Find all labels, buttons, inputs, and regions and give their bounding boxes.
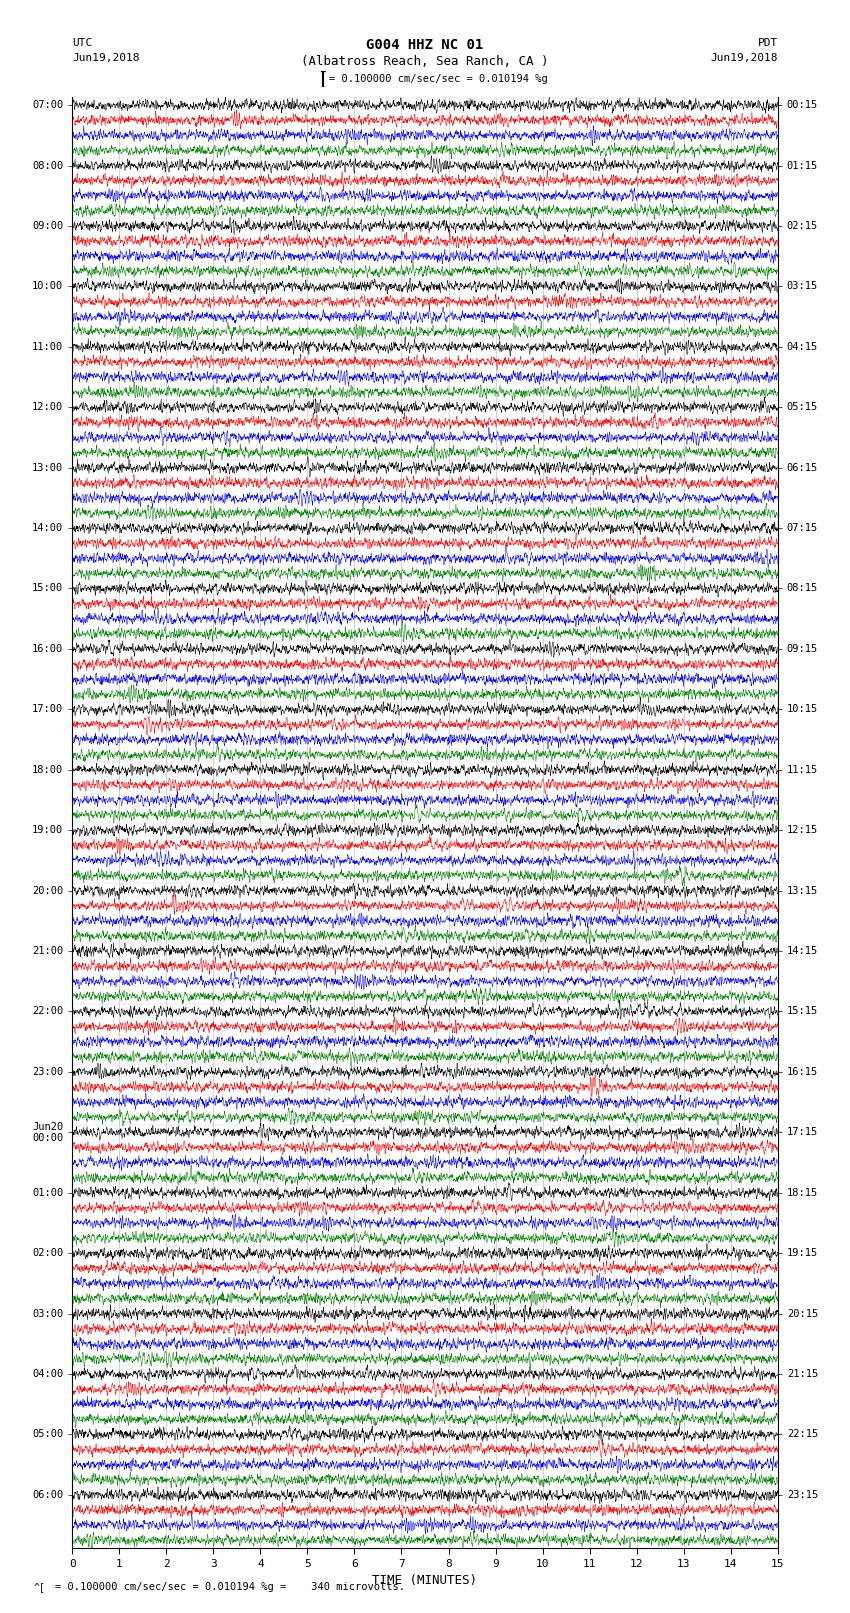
Text: = 0.100000 cm/sec/sec = 0.010194 %g =    340 microvolts.: = 0.100000 cm/sec/sec = 0.010194 %g = 34… <box>55 1582 405 1592</box>
Text: (Albatross Reach, Sea Ranch, CA ): (Albatross Reach, Sea Ranch, CA ) <box>301 55 549 68</box>
X-axis label: TIME (MINUTES): TIME (MINUTES) <box>372 1574 478 1587</box>
Text: PDT: PDT <box>757 39 778 48</box>
Text: ^[: ^[ <box>34 1582 46 1592</box>
Text: Jun19,2018: Jun19,2018 <box>72 53 139 63</box>
Text: = 0.100000 cm/sec/sec = 0.010194 %g: = 0.100000 cm/sec/sec = 0.010194 %g <box>329 74 547 84</box>
Text: Jun19,2018: Jun19,2018 <box>711 53 778 63</box>
Text: G004 HHZ NC 01: G004 HHZ NC 01 <box>366 37 484 52</box>
Text: UTC: UTC <box>72 39 93 48</box>
